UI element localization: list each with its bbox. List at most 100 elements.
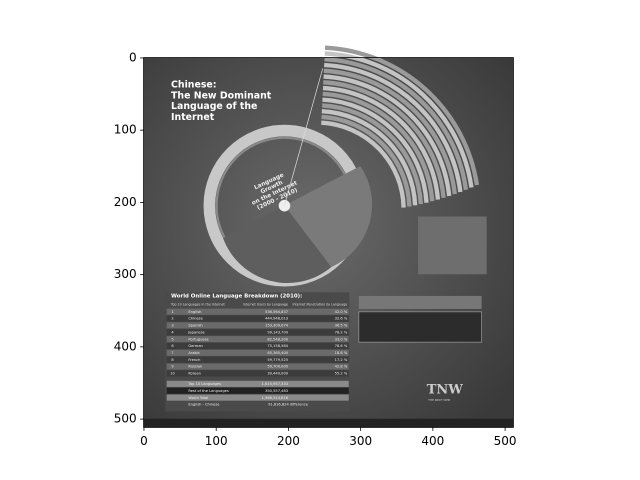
table-cell: 75,158,584 [267, 344, 288, 348]
table-cell: 59,700,000 [267, 365, 288, 369]
image-title: Internet [171, 112, 215, 123]
fan-arc [323, 80, 446, 199]
table-cell: French [188, 358, 200, 362]
table-cell: 39,440,000 [267, 372, 288, 376]
table-cell: 5 [171, 337, 173, 341]
summary-value: 1,966,514,816 [262, 396, 289, 400]
table-cell: 536,564,837 [265, 310, 288, 314]
y-tick-label: 0 [129, 50, 137, 64]
fan-arc [322, 91, 435, 202]
table-cell: Chinese [188, 317, 203, 321]
summary-row [166, 380, 349, 387]
table-row [166, 322, 349, 329]
table-cell: 6 [171, 344, 174, 348]
table-cell: 82,548,200 [267, 337, 288, 341]
logo: TNW [427, 382, 464, 397]
table-cell: Russian [188, 365, 202, 369]
table-header: Top 10 Languages in the Internet [170, 303, 225, 307]
summary-label: Top 10 Languages [187, 382, 221, 386]
table-cell: 8 [171, 358, 174, 362]
image-title: The New Dominant [171, 90, 272, 101]
summary-value: 350,557,483 [265, 389, 288, 393]
note-box-light [358, 295, 482, 309]
fan-arc [324, 45, 480, 186]
y-tick-label: 200 [114, 195, 137, 209]
fan-arc [323, 68, 457, 195]
x-tick-label: 0 [140, 434, 148, 448]
table-cell: 78.2 % [335, 330, 348, 334]
table-cell: 32.6 % [335, 317, 348, 321]
ring-segment [284, 165, 373, 268]
image-title: Language of the [171, 101, 257, 112]
table-row [166, 315, 349, 322]
table-row [166, 370, 349, 377]
fan-arc [322, 85, 441, 200]
table-cell: 1 [171, 310, 173, 314]
table-cell: 65,365,400 [267, 351, 288, 355]
table-row [166, 329, 349, 336]
table-cell: 42.0 % [335, 310, 348, 314]
table-title: World Online Language Breakdown (2010): [171, 293, 302, 299]
table-row [166, 342, 349, 350]
x-tick-label: 200 [277, 434, 300, 448]
x-tick-label: 400 [421, 434, 444, 448]
table-cell: Japanese [187, 330, 205, 334]
image-title: Chinese: [171, 80, 217, 91]
y-tick-label: 100 [114, 123, 137, 137]
pointer [284, 68, 324, 206]
table-cell: 153,309,074 [265, 324, 289, 328]
fan-arc [324, 57, 469, 191]
table-cell: 55.2 % [335, 372, 348, 376]
table-cell: 78.6 % [335, 344, 348, 348]
fan-arc [324, 62, 463, 193]
axes-frame [143, 57, 514, 428]
table-cell: 2 [171, 317, 173, 321]
note-box [358, 311, 482, 343]
table-cell: 33.0 % [335, 337, 348, 341]
table-cell: 4 [171, 330, 174, 334]
side-box [418, 216, 487, 275]
table-cell: 99,143,700 [267, 330, 288, 334]
fan-arc [322, 103, 423, 205]
table-cell: 42.8 % [335, 365, 348, 369]
summary-label: World Total [188, 396, 208, 400]
table-cell: 17.2 % [335, 358, 348, 362]
table-row [166, 349, 349, 356]
table-header: Internet Users by Language [243, 303, 288, 307]
table-cell: Portuguese [188, 337, 209, 341]
table-row [166, 356, 349, 363]
table-cell: Spanish [188, 324, 202, 328]
table-row [166, 308, 349, 315]
summary-row [166, 401, 349, 408]
logo-sub: THE NEXT WEB [427, 398, 450, 402]
table-cell: 7 [171, 351, 173, 355]
fan-arc [323, 74, 452, 197]
summary-row [166, 387, 349, 394]
y-tick-label: 500 [114, 412, 137, 426]
summary-row [166, 394, 349, 401]
table-cell: German [188, 344, 202, 348]
table-cell: 10 [170, 372, 175, 376]
summary-label: English - Chinese [188, 403, 220, 407]
x-tick-label: 300 [349, 434, 372, 448]
ring-segment [223, 205, 332, 284]
fan-arc [321, 114, 412, 207]
summary-label: Rest of the Languages [188, 389, 229, 393]
table-cell: English [188, 310, 201, 314]
table-cell: 18.8 % [335, 351, 348, 355]
y-tick-label: 300 [114, 267, 137, 281]
summary-value: 91,616,824 difference [268, 403, 309, 407]
fan-arc [321, 109, 418, 206]
table-cell: 9 [171, 365, 174, 369]
table-row [166, 363, 349, 370]
summary-value: 1,615,957,333 [262, 382, 288, 386]
table-cell: 3 [171, 324, 173, 328]
x-tick-label: 500 [494, 434, 517, 448]
table-cell: 59,779,525 [267, 358, 288, 362]
table-header: Internet Penetration by Language [293, 303, 348, 307]
x-tick-label: 100 [205, 434, 228, 448]
fan-arc [322, 97, 429, 203]
fan-arc [321, 120, 406, 208]
